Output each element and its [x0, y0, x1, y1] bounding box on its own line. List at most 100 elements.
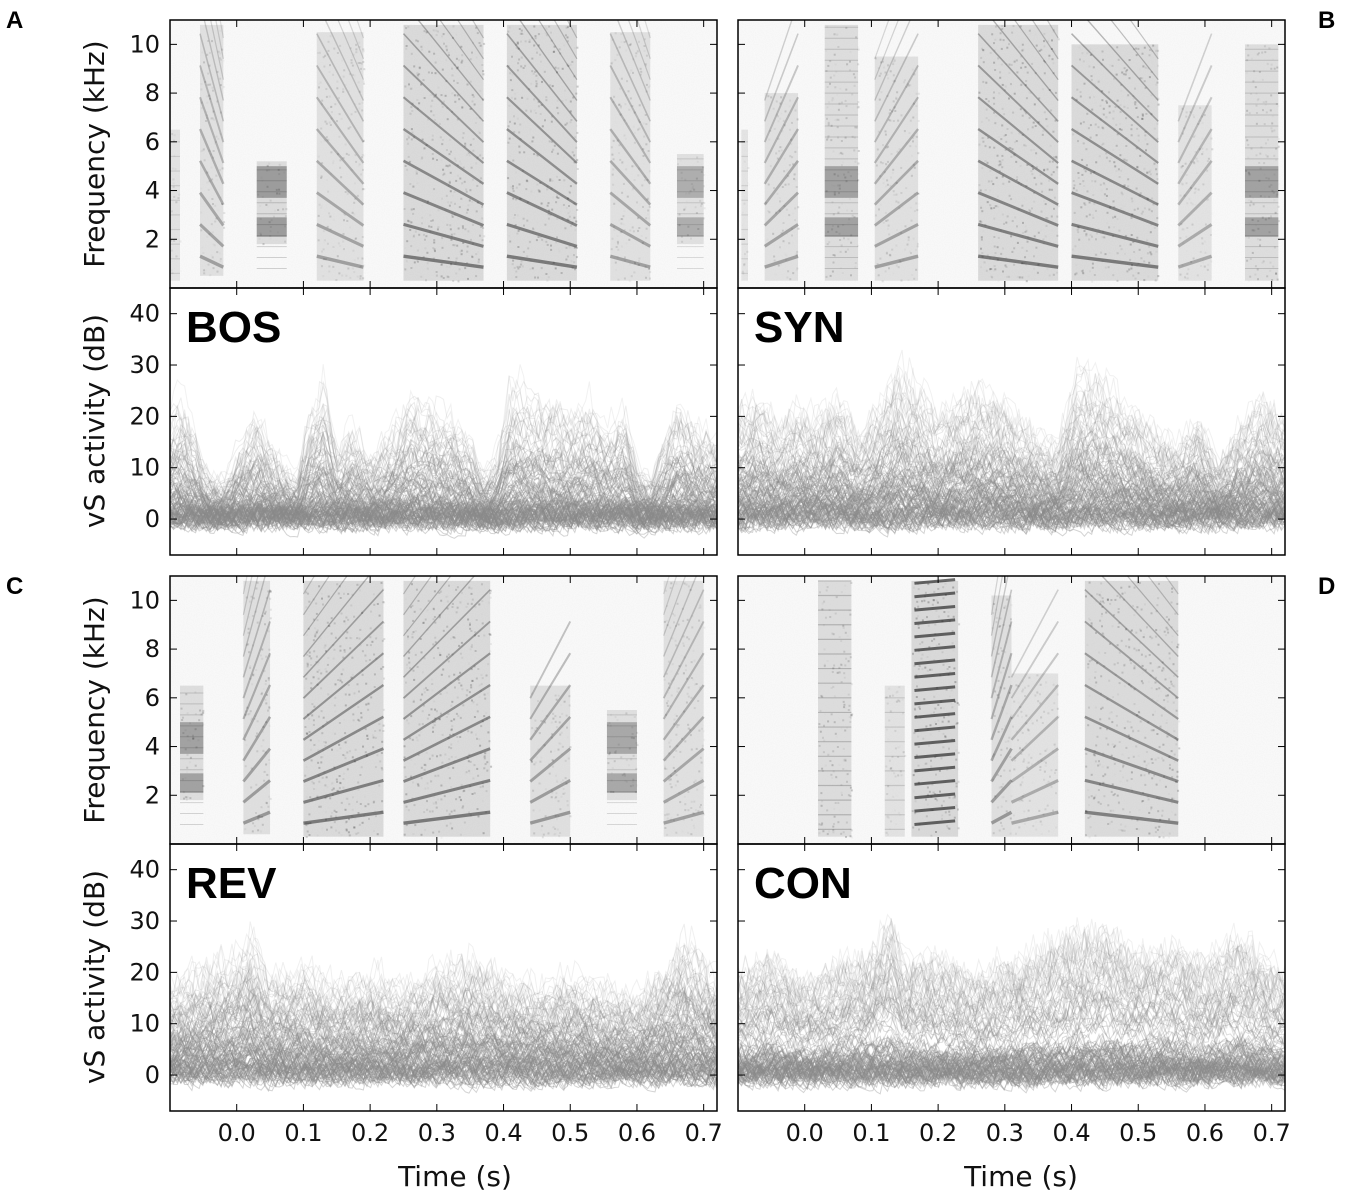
trace-b: [738, 379, 1285, 481]
trace-b: [738, 418, 1285, 488]
trace-c: [170, 1002, 717, 1051]
trace-d: [738, 1027, 1285, 1072]
trace-b: [738, 425, 1285, 487]
trace-c: [170, 991, 717, 1046]
trace-a: [170, 445, 717, 515]
syllable-a-6: [506, 20, 579, 282]
trace-d: [738, 937, 1285, 1012]
trace-b: [738, 503, 1285, 538]
trace-b: [738, 430, 1285, 499]
trace-a: [170, 488, 717, 532]
trace-a: [170, 500, 717, 531]
trace-c: [170, 1035, 717, 1075]
syllable-c-1: [180, 685, 205, 826]
trace-a: [170, 502, 717, 535]
trace-a: [170, 504, 717, 535]
trace-c: [170, 1005, 717, 1054]
trace-d: [738, 1050, 1285, 1082]
trace-d: [738, 1057, 1285, 1091]
trace-a: [170, 457, 717, 521]
syllable-a-7: [609, 20, 652, 282]
trace-d: [738, 952, 1285, 1028]
trace-c: [170, 1016, 717, 1063]
x-tick-label-act-d: 0.7: [1253, 1119, 1291, 1147]
trace-c: [170, 1031, 717, 1072]
trace-b: [738, 502, 1285, 536]
trace-b: [738, 488, 1285, 525]
trace-c: [170, 1025, 717, 1067]
trace-c: [170, 1000, 717, 1050]
y-tick-label-spec-a: 6: [145, 128, 160, 156]
trace-d: [738, 1051, 1285, 1083]
trace-b: [738, 495, 1285, 528]
trace-d: [738, 1034, 1285, 1073]
trace-a: [170, 432, 717, 512]
trace-b: [738, 498, 1285, 535]
trace-a: [170, 493, 717, 529]
trace-a: [170, 504, 717, 535]
trace-a: [170, 503, 717, 534]
trace-c: [170, 1057, 717, 1090]
y-tick-label-spec-c: 2: [145, 781, 160, 809]
trace-d: [738, 1048, 1285, 1085]
syllable-a-2: [198, 20, 226, 277]
trace-a: [170, 416, 717, 502]
trace-b: [738, 502, 1285, 533]
trace-c: [170, 1038, 717, 1079]
trace-a: [170, 499, 717, 533]
trace-c: [170, 1058, 717, 1092]
trace-a: [170, 500, 717, 534]
trace-a: [170, 498, 717, 530]
trace-c: [170, 1046, 717, 1082]
trace-d: [738, 973, 1285, 1035]
trace-a: [170, 489, 717, 527]
trace-c: [170, 1034, 717, 1077]
trace-d: [738, 932, 1285, 1011]
trace-c: [170, 1033, 717, 1073]
x-tick-label-act-d: 0.4: [1052, 1119, 1090, 1147]
trace-a: [170, 445, 717, 515]
syllable-c-4: [402, 576, 493, 837]
trace-b: [738, 500, 1285, 536]
trace-c: [170, 977, 717, 1034]
trace-a: [170, 502, 717, 535]
trace-c: [170, 1012, 717, 1059]
trace-d: [738, 1004, 1285, 1054]
trace-a: [170, 501, 717, 532]
trace-b: [738, 489, 1285, 527]
trace-a: [170, 495, 717, 532]
trace-c: [170, 1054, 717, 1087]
trace-a: [170, 466, 717, 519]
trace-a: [170, 504, 717, 536]
stimulus-label-bos: BOS: [186, 303, 281, 352]
trace-d: [738, 1049, 1285, 1084]
trace-b: [738, 502, 1285, 535]
trace-d: [738, 1047, 1285, 1083]
trace-b: [738, 458, 1285, 510]
trace-d: [738, 1055, 1285, 1091]
trace-d: [738, 1060, 1285, 1090]
trace-b: [738, 503, 1285, 537]
trace-d: [738, 1033, 1285, 1068]
trace-d: [738, 1056, 1285, 1090]
trace-a: [170, 500, 717, 536]
panel-letter-d: D: [1318, 573, 1335, 600]
y-tick-label-spec-c: 8: [145, 635, 160, 663]
trace-c: [170, 996, 717, 1051]
trace-d: [738, 1025, 1285, 1071]
trace-d: [738, 913, 1285, 1006]
trace-b: [738, 492, 1285, 524]
trace-b: [738, 442, 1285, 499]
trace-c: [170, 1047, 717, 1083]
trace-c: [170, 957, 717, 1035]
trace-c: [170, 994, 717, 1046]
trace-a: [170, 495, 717, 530]
trace-d: [738, 1038, 1285, 1075]
trace-b: [738, 485, 1285, 524]
trace-a: [170, 494, 717, 530]
trace-a: [170, 492, 717, 533]
trace-a: [170, 438, 717, 516]
trace-a: [170, 453, 717, 518]
trace-a: [170, 479, 717, 522]
spectrogram-panel-a: 2 4 6 8 10: [129, 19, 718, 289]
